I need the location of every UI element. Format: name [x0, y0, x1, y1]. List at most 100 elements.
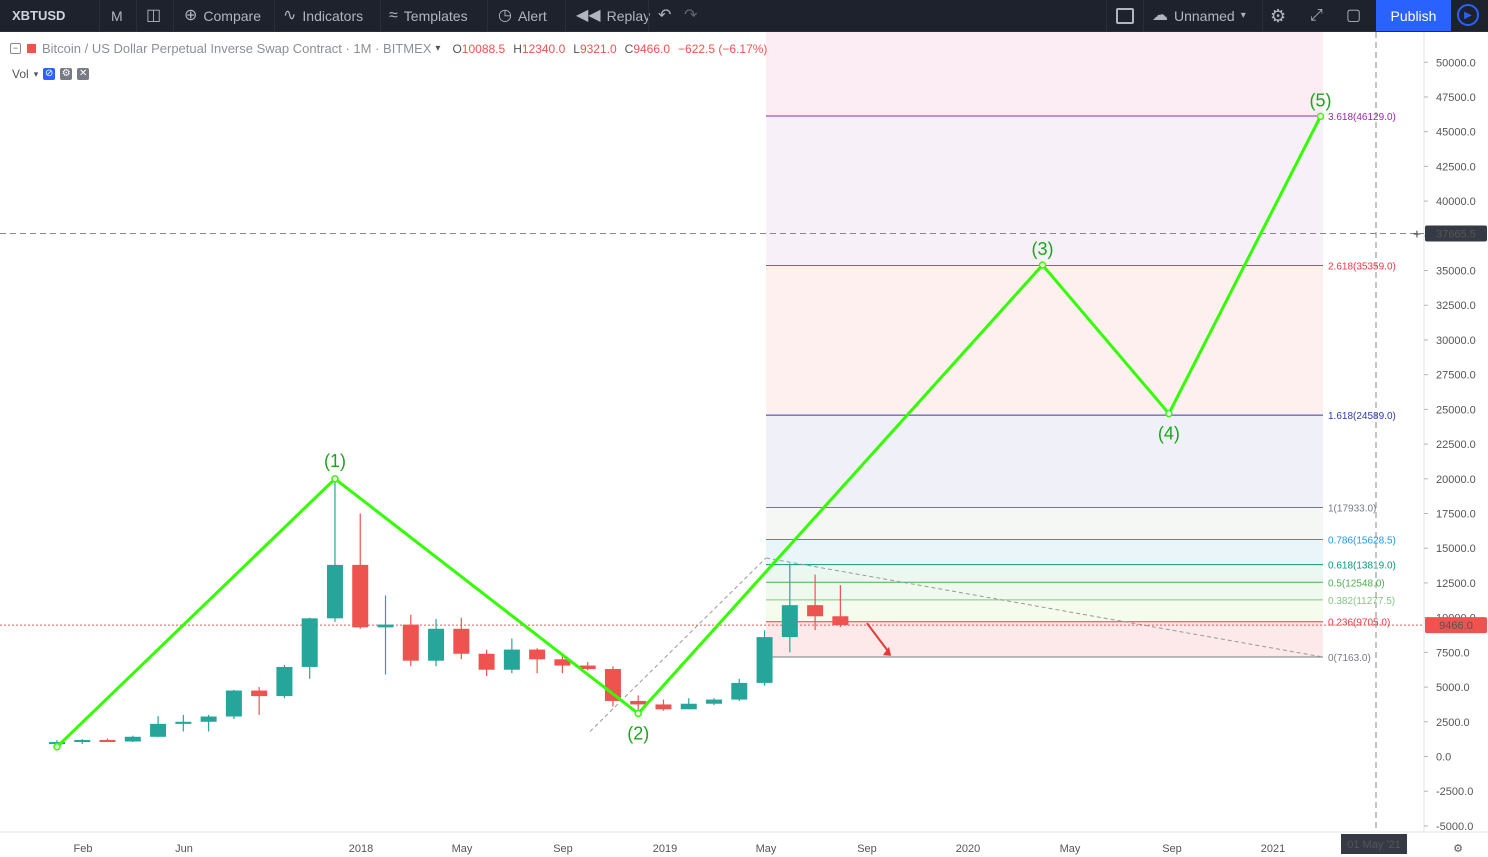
snapshot-button[interactable]: ▢ — [1346, 0, 1361, 31]
toolbar-divider — [648, 0, 649, 31]
candle — [731, 678, 748, 701]
candle — [756, 630, 773, 686]
toolbar-divider — [1262, 0, 1263, 31]
indicators-button[interactable]: ∿ Indicators — [283, 0, 363, 31]
wave-label: (3) — [1032, 239, 1054, 259]
candle — [478, 649, 495, 676]
top-toolbar: XBTUSD M ◫ ⊕ Compare ∿ Indicators ≈ Temp… — [0, 0, 1488, 32]
y-tick-label: 5000.0 — [1436, 682, 1470, 694]
fib-zone — [766, 582, 1323, 600]
fib-level-label: 0.5(12548.0) — [1328, 578, 1385, 589]
x-tick-label: Sep — [1162, 843, 1182, 855]
candle-body — [731, 682, 748, 700]
fib-level-label: 1(17933.0) — [1328, 504, 1376, 515]
candle — [225, 689, 242, 720]
collapse-icon[interactable]: − — [10, 43, 21, 54]
low-value: L9321.0 — [573, 41, 617, 56]
candle-body — [301, 618, 318, 667]
fib-level-label: 0.236(9705.0) — [1328, 618, 1390, 629]
candle — [124, 735, 141, 742]
play-icon[interactable]: ▶ — [1457, 4, 1479, 26]
candle-body — [529, 649, 546, 660]
candle — [326, 480, 343, 622]
candle-body — [503, 649, 520, 670]
y-tick-label: 45000.0 — [1436, 127, 1476, 139]
layout-name-button[interactable]: ☁ Unnamed ▾ — [1152, 0, 1246, 31]
x-tick-label: 2020 — [956, 843, 980, 855]
wave-label: (1) — [324, 451, 346, 471]
price-chart[interactable]: 50000.047500.045000.042500.040000.037500… — [0, 32, 1488, 857]
fullscreen-layout-button[interactable] — [1116, 0, 1134, 31]
candle-body — [175, 721, 192, 724]
candle-body — [579, 665, 596, 670]
candle — [503, 638, 520, 674]
chevron-down-icon[interactable]: ▾ — [435, 43, 441, 54]
x-tick-label: 2019 — [653, 843, 677, 855]
wave-point — [53, 743, 61, 751]
close-icon[interactable]: ✕ — [77, 68, 90, 80]
x-tick-label: Sep — [553, 843, 573, 855]
bitmex-logo-icon — [27, 44, 36, 53]
publish-button[interactable]: Publish — [1376, 0, 1451, 31]
fib-level-label: 0.382(11277.5) — [1328, 596, 1395, 607]
y-tick-label: 40000.0 — [1436, 196, 1476, 208]
undo-button[interactable]: ↶ — [658, 0, 671, 31]
candle — [554, 653, 571, 674]
candle-body — [377, 624, 394, 628]
current-price-tag: 9466.0 — [1439, 620, 1473, 632]
compare-button[interactable]: ⊕ Compare — [184, 0, 261, 31]
settings-button[interactable]: ⚙ — [1270, 0, 1286, 31]
high-value: H12340.0 — [513, 41, 566, 56]
candle-body — [251, 690, 268, 697]
crosshair-date-tag-bg — [1341, 834, 1407, 854]
fullscreen-button[interactable]: ⤢ — [1310, 0, 1323, 31]
trend-line — [765, 557, 1324, 658]
alert-label: Alert — [517, 7, 547, 24]
candle-body — [150, 723, 167, 737]
settings-icon[interactable]: ⚙ — [60, 68, 73, 80]
templates-label: Templates — [403, 7, 468, 24]
y-tick-label: 20000.0 — [1436, 474, 1476, 486]
fib-level-label: 0.786(15628.5) — [1328, 535, 1396, 546]
layout-name-label: Unnamed — [1174, 7, 1235, 24]
fib-level-label: 0(7163.0) — [1328, 653, 1371, 664]
x-tick-label: 2018 — [349, 843, 373, 855]
interval-button[interactable]: M — [111, 7, 123, 24]
candle — [150, 716, 167, 738]
y-tick-label: 17500.0 — [1436, 509, 1476, 521]
chevron-down-icon[interactable]: ▾ — [33, 68, 39, 79]
candle — [175, 714, 192, 732]
replay-label: Replay — [606, 7, 651, 24]
chart-type-button[interactable]: ◫ — [146, 0, 161, 31]
fib-zone — [766, 539, 1323, 565]
templates-button[interactable]: ≈ Templates — [389, 0, 468, 31]
candle — [99, 738, 116, 742]
candle — [453, 617, 470, 660]
volume-legend: Vol ▾ ⊘ ⚙ ✕ — [12, 67, 90, 81]
candle-body — [276, 666, 293, 697]
series-legend: − Bitcoin / US Dollar Perpetual Inverse … — [10, 41, 767, 56]
alert-button[interactable]: ◷ Alert — [498, 0, 547, 31]
replay-button[interactable]: ◀◀ Replay — [576, 0, 650, 31]
fib-zone — [766, 621, 1323, 658]
candle — [832, 585, 849, 628]
candle-body — [706, 699, 723, 704]
chevron-down-icon: ▾ — [1240, 9, 1246, 21]
candle-body — [781, 605, 798, 638]
y-tick-label: -5000.0 — [1436, 821, 1473, 833]
rewind-icon: ◀◀ — [576, 6, 601, 24]
camera-icon: ▢ — [1346, 6, 1362, 24]
y-tick-label: 22500.0 — [1436, 439, 1476, 451]
visibility-icon[interactable]: ⊘ — [43, 68, 56, 80]
wave-label: (5) — [1310, 90, 1332, 110]
y-tick-label: 15000.0 — [1436, 543, 1476, 555]
wave-label: (4) — [1158, 424, 1180, 444]
close-number: 9466.0 — [633, 41, 671, 56]
symbol-search-button[interactable]: XBTUSD — [12, 8, 66, 23]
candle — [604, 666, 621, 707]
x-tick-label: 2021 — [1261, 843, 1285, 855]
arrow-shaft — [866, 622, 891, 655]
toolbar-divider — [173, 0, 174, 31]
x-tick-label: Sep — [857, 843, 877, 855]
redo-button[interactable]: ↷ — [684, 0, 697, 31]
